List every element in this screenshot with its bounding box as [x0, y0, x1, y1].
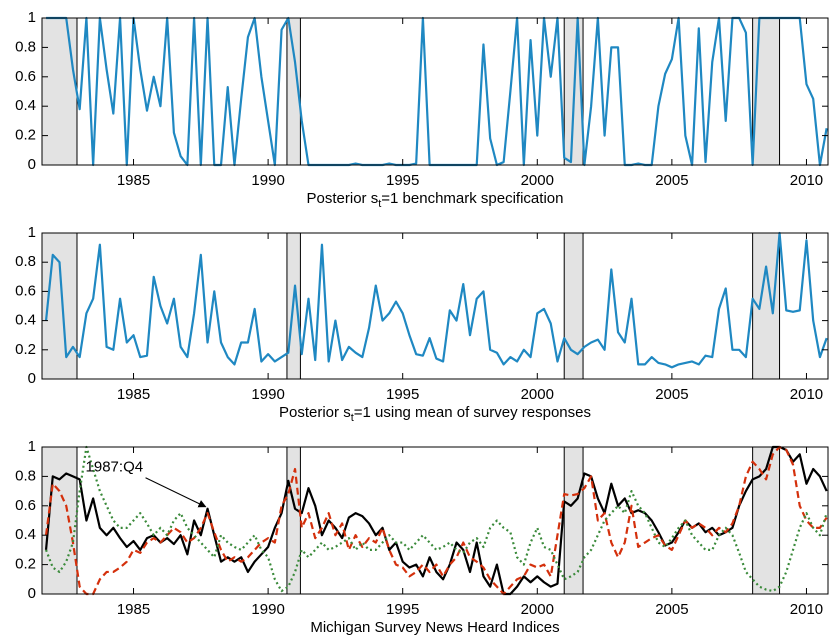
y-tick-label: 1 — [28, 224, 36, 241]
x-tick-label: 1995 — [386, 172, 419, 189]
y-tick-label: 0.6 — [15, 68, 36, 85]
x-tick-label: 1990 — [251, 172, 284, 189]
x-tick-label: 2010 — [790, 601, 823, 618]
x-tick-label: 1985 — [117, 601, 150, 618]
data-line — [44, 231, 828, 369]
data-line — [46, 16, 828, 167]
x-tick-label: 2000 — [521, 172, 554, 189]
x-tick-label: 2005 — [655, 172, 688, 189]
y-tick-label: 0 — [28, 370, 36, 387]
x-tick-label: 1990 — [251, 386, 284, 403]
y-tick-label: 1 — [28, 9, 36, 26]
x-tick-label: 2000 — [521, 601, 554, 618]
y-tick-label: 0.2 — [15, 341, 36, 358]
y-tick-label: 0.4 — [15, 97, 36, 114]
annotation-arrow — [145, 477, 207, 508]
x-tick-label: 2005 — [655, 386, 688, 403]
x-tick-label: 1995 — [386, 601, 419, 618]
recession-band — [752, 18, 780, 165]
x-tick-label: 1990 — [251, 601, 284, 618]
recession-band — [286, 447, 301, 594]
y-tick-label: 0.2 — [15, 556, 36, 573]
x-tick-label: 1985 — [117, 172, 150, 189]
x-axis-label: Michigan Survey News Heard Indices — [310, 619, 559, 636]
data-line — [45, 445, 828, 593]
data-line — [44, 445, 828, 596]
x-tick-label: 2005 — [655, 601, 688, 618]
recession-band — [564, 233, 584, 379]
data-line — [44, 445, 828, 596]
y-tick-label: 0 — [28, 156, 36, 173]
recession-band — [564, 447, 584, 594]
axes-box — [41, 17, 829, 166]
y-tick-label: 0.6 — [15, 497, 36, 514]
recession-band — [286, 18, 301, 165]
x-tick-label: 2000 — [521, 386, 554, 403]
axes-box — [41, 446, 829, 595]
axes-box — [41, 232, 829, 380]
x-tick-label: 2010 — [790, 172, 823, 189]
y-tick-label: 0.4 — [15, 526, 36, 543]
y-tick-label: 0.8 — [15, 253, 36, 270]
recession-band — [42, 18, 77, 165]
x-tick-label: 2010 — [790, 386, 823, 403]
x-tick-label: 1985 — [117, 386, 150, 403]
y-tick-label: 0.6 — [15, 282, 36, 299]
y-tick-label: 0.8 — [15, 38, 36, 55]
y-tick-label: 1 — [28, 438, 36, 455]
y-tick-label: 0 — [28, 585, 36, 602]
annotation-label: 1987:Q4 — [86, 459, 144, 476]
y-tick-label: 0.2 — [15, 127, 36, 144]
y-tick-label: 0.4 — [15, 312, 36, 329]
x-tick-label: 1995 — [386, 386, 419, 403]
x-axis-label: Posterior st=1 benchmark specification — [307, 190, 564, 210]
x-axis-label: Posterior st=1 using mean of survey resp… — [279, 404, 591, 424]
y-tick-label: 0.8 — [15, 467, 36, 484]
recession-band — [752, 447, 780, 594]
